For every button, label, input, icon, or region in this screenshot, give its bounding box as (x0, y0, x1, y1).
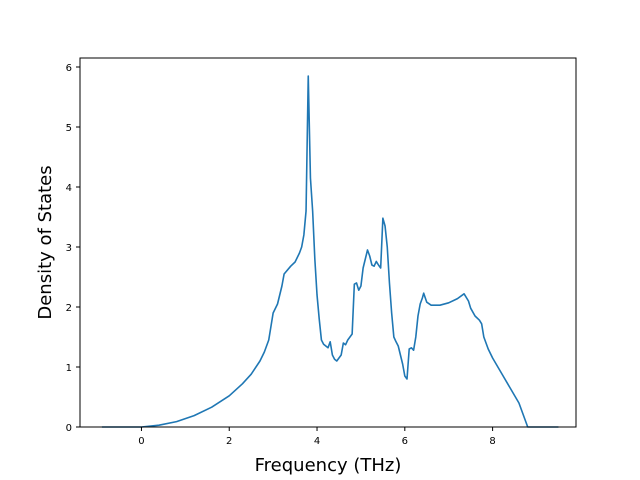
x-tick-label: 6 (402, 436, 408, 447)
plot-area (101, 75, 559, 428)
y-tick-label: 0 (66, 423, 72, 434)
dos-series-line-0 (101, 75, 559, 428)
y-tick-label: 4 (66, 183, 72, 194)
axes-frame (79, 57, 577, 428)
x-tick-label: 8 (489, 436, 495, 447)
y-tick-label: 6 (66, 63, 72, 74)
x-axis-label: Frequency (THz) (255, 455, 402, 476)
y-axis-label: Density of States (35, 165, 56, 319)
x-tick-label: 2 (226, 436, 232, 447)
y-tick-label: 1 (66, 363, 72, 374)
y-tick-label: 2 (66, 303, 72, 314)
y-axis: 0 1 2 3 4 5 6 (66, 63, 80, 434)
x-axis: 0 2 4 6 8 (138, 427, 496, 447)
y-tick-label: 5 (66, 123, 72, 134)
x-tick-label: 0 (138, 436, 144, 447)
y-tick-label: 3 (66, 243, 72, 254)
x-tick-label: 4 (314, 436, 320, 447)
